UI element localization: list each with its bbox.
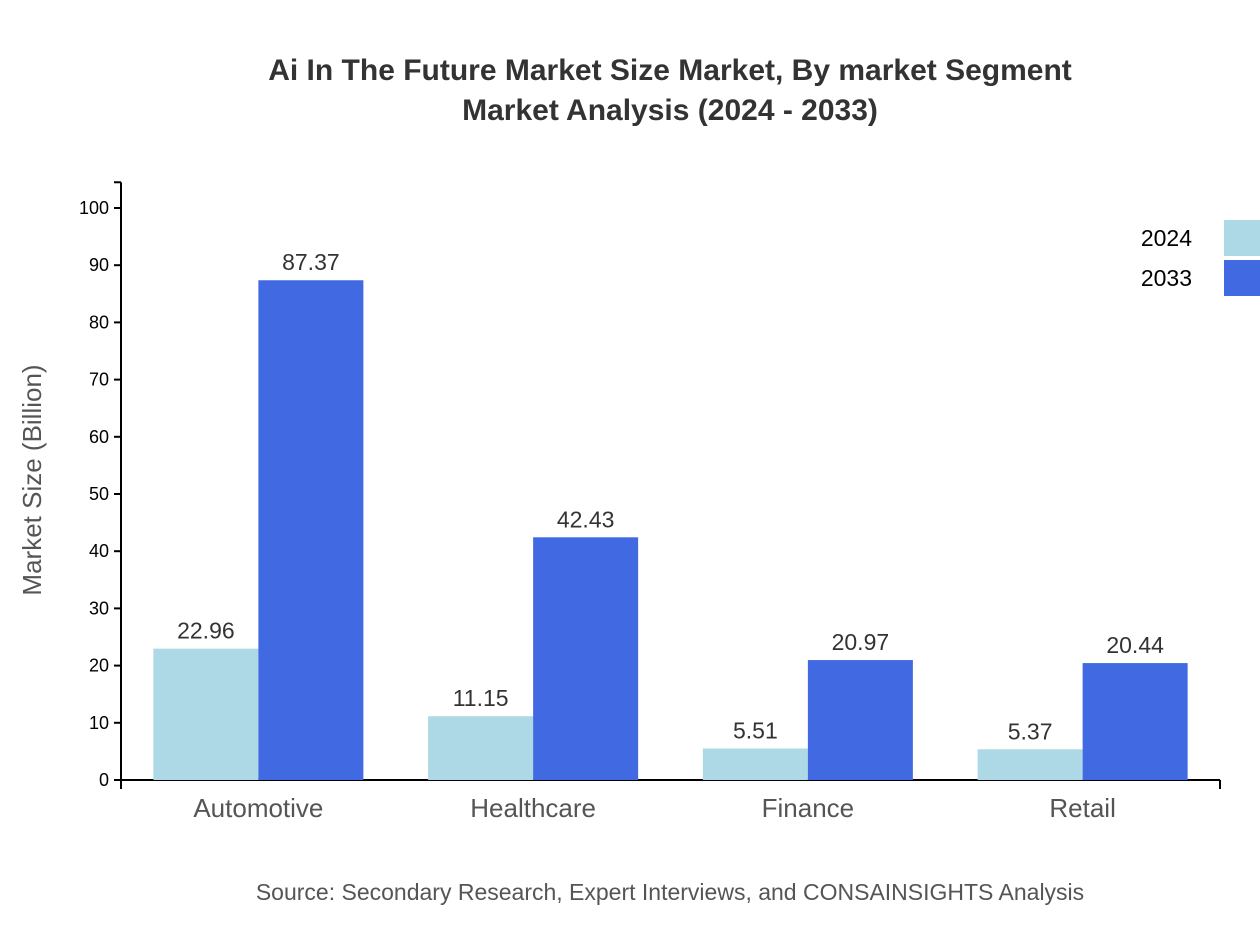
bar-2033-retail (1082, 663, 1188, 780)
x-tick-label: Healthcare (470, 793, 596, 823)
data-label: 20.97 (832, 629, 890, 655)
data-label: 5.37 (1008, 718, 1053, 744)
data-label: 42.43 (557, 506, 615, 532)
legend-swatch (1224, 260, 1260, 296)
legend-label: 2024 (1141, 225, 1192, 251)
y-tick-label: 0 (99, 770, 109, 790)
bar-2033-automotive (258, 280, 364, 780)
bar-2024-automotive (153, 648, 259, 780)
data-label: 5.51 (733, 717, 778, 743)
chart-title-line-1: Ai In The Future Market Size Market, By … (268, 54, 1072, 87)
source-note: Source: Secondary Research, Expert Inter… (256, 879, 1084, 905)
y-tick-label: 30 (89, 598, 109, 618)
y-tick-label: 100 (79, 198, 109, 218)
chart-title-line-2: Market Analysis (2024 - 2033) (462, 94, 878, 127)
bar-2033-healthcare (533, 537, 639, 780)
y-tick-label: 40 (89, 541, 109, 561)
x-tick-label: Retail (1049, 793, 1115, 823)
data-label: 22.96 (177, 618, 235, 644)
bar-2033-finance (807, 660, 913, 780)
x-tick-label: Finance (762, 793, 855, 823)
legend-label: 2033 (1141, 265, 1192, 291)
data-label: 20.44 (1106, 632, 1164, 658)
y-tick-label: 80 (89, 312, 109, 332)
y-tick-label: 60 (89, 427, 109, 447)
legend-swatch (1224, 220, 1260, 256)
data-label: 87.37 (282, 249, 340, 275)
y-tick-label: 50 (89, 484, 109, 504)
y-tick-label: 90 (89, 255, 109, 275)
bar-2024-finance (702, 748, 808, 780)
y-tick-label: 20 (89, 656, 109, 676)
data-label: 11.15 (453, 685, 509, 711)
bar-2024-healthcare (428, 716, 534, 780)
x-tick-label: Automotive (193, 793, 323, 823)
y-tick-label: 70 (89, 370, 109, 390)
y-axis-label: Market Size (Billion) (17, 364, 47, 595)
bar-2024-retail (977, 749, 1083, 780)
y-tick-label: 10 (89, 713, 109, 733)
